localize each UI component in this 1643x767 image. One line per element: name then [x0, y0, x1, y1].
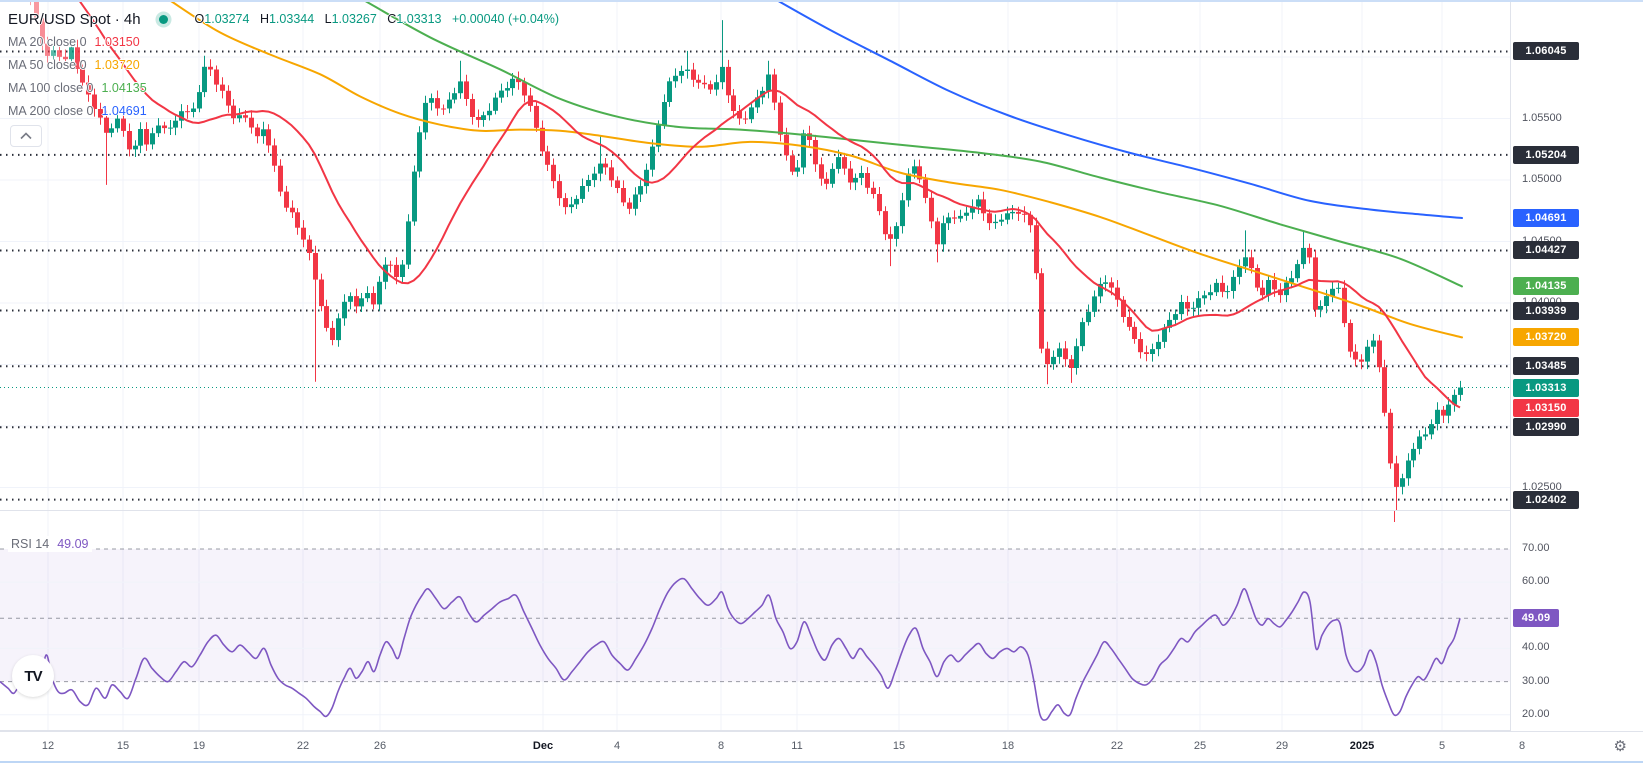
time-tick: 11: [791, 740, 803, 752]
time-tick: 8: [717, 740, 725, 752]
rsi-tick: 20.00: [1522, 707, 1550, 720]
price-level-badge: 1.03485: [1513, 357, 1579, 376]
pane-separator-bottom: [0, 730, 1643, 731]
time-axis[interactable]: ⚙ 12 15 19 22 26 Dec 4 8 11 15 18 22 25 29 2025 5 8: [0, 731, 1643, 762]
time-tick: 5: [1438, 740, 1446, 752]
pane-separator[interactable]: [0, 510, 1643, 511]
rsi-tick: 70.00: [1522, 541, 1550, 554]
price-level-badge: 1.04135: [1513, 277, 1579, 296]
low-value: 1.03267: [331, 12, 377, 26]
settings-gear-icon[interactable]: ⚙: [1613, 738, 1627, 755]
rsi-label: RSI 14: [11, 537, 50, 551]
widget-bottom-border: [0, 761, 1643, 763]
time-tick: 15: [116, 740, 130, 752]
rsi-tick: 60.00: [1522, 575, 1550, 588]
time-tick: 4: [613, 740, 621, 752]
ma-50-legend[interactable]: MA 50 close 0 1.03720: [8, 57, 140, 72]
price-level-badge: 1.04691: [1513, 209, 1579, 227]
time-tick: Dec: [532, 740, 554, 752]
open-label: O: [194, 12, 205, 26]
rsi-value-badge: 49.09: [1513, 609, 1559, 628]
legend: EUR/USD Spot · 4h O1.03274 H1.03344 L1.0…: [8, 8, 559, 122]
high-value: 1.03344: [268, 12, 315, 26]
price-level-badge: 1.03313: [1513, 378, 1579, 397]
price-tick: 1.05000: [1522, 173, 1562, 185]
open-value: 1.03274: [204, 12, 250, 26]
collapse-legend-button[interactable]: [10, 125, 42, 147]
price-tick: 1.02500: [1522, 480, 1562, 493]
chevron-up-icon: [20, 132, 32, 140]
price-level-badge: 1.03720: [1513, 328, 1579, 347]
price-level-badge: 1.05204: [1513, 145, 1579, 164]
price-level-badge: 1.04427: [1513, 241, 1579, 260]
time-tick: 22: [1110, 740, 1124, 752]
time-tick: 2025: [1349, 740, 1375, 752]
time-tick: 22: [296, 740, 310, 752]
price-level-badge: 1.02402: [1513, 490, 1579, 509]
time-tick: 12: [41, 740, 55, 752]
high-label: H: [259, 12, 269, 26]
rsi-tick: 30.00: [1522, 674, 1550, 687]
price-pane-canvas[interactable]: [0, 0, 1510, 510]
tradingview-logo[interactable]: TV: [12, 655, 54, 697]
close-label: C: [387, 12, 397, 26]
change-value: +0.00040 (+0.04%): [451, 12, 560, 26]
ma-20-legend[interactable]: MA 20 close 0 1.03150: [8, 34, 140, 49]
rsi-pane-canvas[interactable]: [0, 511, 1510, 731]
ma-100-legend[interactable]: MA 100 close 0 1.04135: [8, 80, 147, 95]
price-level-badge: 1.02990: [1513, 418, 1579, 437]
time-tick: 25: [1193, 740, 1207, 752]
close-value: 1.03313: [396, 12, 442, 26]
market-status-icon[interactable]: [158, 14, 168, 24]
time-tick: 19: [192, 740, 206, 752]
widget-top-border: [0, 0, 1643, 2]
ohlc-values: O1.03274 H1.03344 L1.03267 C1.03313 +0.0…: [188, 12, 559, 26]
symbol-title[interactable]: EUR/USD Spot · 4h: [8, 10, 141, 28]
symbol-row[interactable]: EUR/USD Spot · 4h O1.03274 H1.03344 L1.0…: [8, 8, 559, 30]
price-level-badge: 1.03150: [1513, 398, 1579, 417]
rsi-tick: 40.00: [1522, 641, 1550, 654]
ma-200-legend[interactable]: MA 200 close 0 1.04691: [8, 103, 147, 118]
time-tick: 15: [892, 740, 906, 752]
price-level-badge: 1.06045: [1513, 42, 1579, 61]
time-tick: 18: [1001, 740, 1015, 752]
time-tick: 29: [1275, 740, 1289, 752]
tradingview-logo-glyph: TV: [24, 667, 42, 685]
price-level-badge: 1.03939: [1513, 301, 1579, 320]
time-tick: 8: [1518, 740, 1526, 752]
price-axis[interactable]: 1.055001.050001.045001.040001.0250070.00…: [1510, 0, 1643, 731]
time-tick: 26: [373, 740, 387, 752]
low-label: L: [324, 12, 332, 26]
rsi-legend[interactable]: RSI 14 49.09: [8, 536, 92, 552]
rsi-value: 49.09: [57, 537, 89, 551]
price-tick: 1.05500: [1522, 111, 1562, 124]
